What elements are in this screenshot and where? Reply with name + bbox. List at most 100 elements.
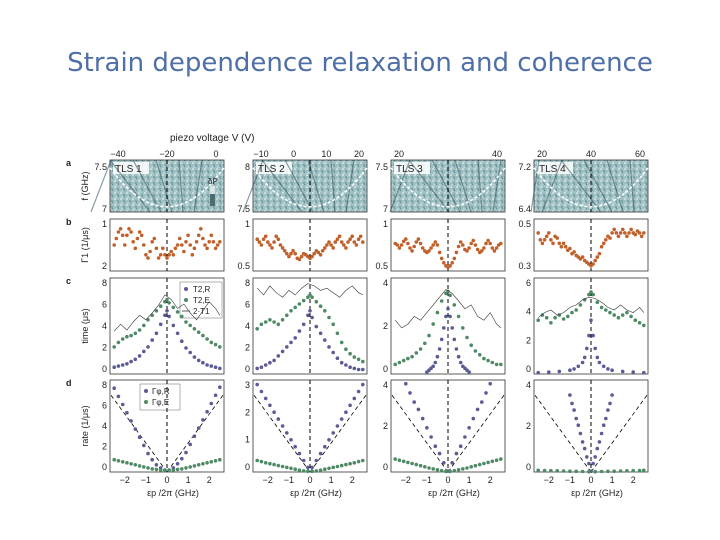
- y-tick-label: 3: [245, 380, 250, 390]
- data-point: [209, 340, 214, 345]
- x-tick-label: −1: [565, 475, 575, 485]
- data-point: [263, 320, 268, 324]
- data-point: [255, 327, 259, 331]
- data-point: [566, 314, 570, 319]
- colorbar-light: [210, 186, 215, 194]
- data-point: [448, 293, 452, 298]
- x-tick-label: 1: [610, 475, 615, 485]
- resonance-parabola: [109, 167, 225, 208]
- data-point: [631, 468, 635, 473]
- data-point: [266, 240, 270, 244]
- data-point: [393, 457, 398, 461]
- data-point: [469, 465, 474, 469]
- y-tick-label: 7.5: [94, 162, 107, 172]
- data-point: [270, 246, 274, 250]
- data-point: [211, 240, 216, 244]
- data-point: [116, 340, 121, 345]
- tls-line: [284, 159, 314, 213]
- data-point: [604, 416, 608, 421]
- data-point: [612, 313, 616, 317]
- panel-title-box: [113, 162, 149, 174]
- data-point: [142, 349, 146, 354]
- data-point: [280, 318, 285, 322]
- data-point: [593, 258, 597, 263]
- data-point: [276, 354, 281, 358]
- data-point: [582, 355, 587, 360]
- data-point: [437, 451, 442, 456]
- data-point: [444, 314, 448, 319]
- data-point: [348, 237, 352, 241]
- y-tick-label: 1: [383, 219, 388, 229]
- data-point: [561, 317, 566, 321]
- tls-line: [193, 159, 203, 213]
- data-point: [171, 305, 176, 310]
- data-point: [356, 459, 361, 464]
- data-point: [352, 366, 357, 371]
- data-point: [542, 238, 547, 242]
- y-tick-label: 0: [245, 462, 250, 472]
- data-point: [280, 349, 285, 354]
- data-point: [361, 240, 365, 244]
- data-point: [259, 365, 264, 370]
- data-point: [272, 240, 276, 244]
- y-tick-label: 7.5: [375, 162, 388, 172]
- data-point: [276, 463, 281, 468]
- data-point: [467, 246, 471, 250]
- data-point: [163, 313, 167, 318]
- data-point: [184, 346, 188, 350]
- data-point: [188, 442, 192, 447]
- data-point: [601, 423, 606, 428]
- data-point: [442, 326, 446, 330]
- data-point: [593, 469, 597, 474]
- y-tick-label: 6: [526, 278, 531, 288]
- data-point: [614, 231, 619, 235]
- data-point: [601, 364, 606, 369]
- data-point: [454, 347, 459, 351]
- y-tick-label: 2: [245, 343, 250, 353]
- data-point: [215, 243, 220, 247]
- data-point: [361, 382, 365, 387]
- data-point: [333, 240, 338, 244]
- data-point: [465, 335, 469, 340]
- data-point: [480, 249, 484, 253]
- data-point: [196, 426, 201, 430]
- data-point: [484, 391, 488, 395]
- data-point: [450, 461, 455, 465]
- x-tick-label: 2: [207, 475, 212, 485]
- data-point: [314, 469, 319, 473]
- data-point: [356, 389, 361, 394]
- data-point: [299, 254, 304, 259]
- data-point: [339, 240, 344, 244]
- data-point: [207, 240, 211, 244]
- top-tick-label: 40: [492, 149, 502, 159]
- data-point: [551, 241, 555, 246]
- data-point: [192, 327, 197, 331]
- data-point: [263, 363, 268, 367]
- data-point: [350, 234, 355, 239]
- data-point: [448, 314, 452, 319]
- data-point: [410, 461, 414, 466]
- legend-label: Γφ,R: [152, 387, 170, 396]
- data-point: [580, 469, 585, 474]
- data-point: [116, 459, 121, 463]
- data-point: [536, 318, 540, 323]
- series-line: [256, 283, 363, 298]
- data-point: [576, 423, 581, 428]
- data-point: [137, 230, 142, 234]
- data-point: [574, 416, 578, 421]
- data-point: [261, 237, 266, 241]
- data-point: [427, 333, 431, 338]
- data-point: [154, 246, 159, 251]
- data-point: [192, 464, 197, 468]
- data-point: [431, 467, 436, 471]
- data-point: [404, 237, 408, 241]
- data-point: [414, 351, 419, 355]
- data-point: [167, 253, 171, 257]
- data-point: [156, 256, 161, 260]
- data-point: [499, 362, 503, 367]
- row-letter: d: [66, 378, 72, 388]
- data-point: [310, 315, 314, 320]
- data-point: [163, 253, 167, 257]
- data-point: [259, 322, 264, 327]
